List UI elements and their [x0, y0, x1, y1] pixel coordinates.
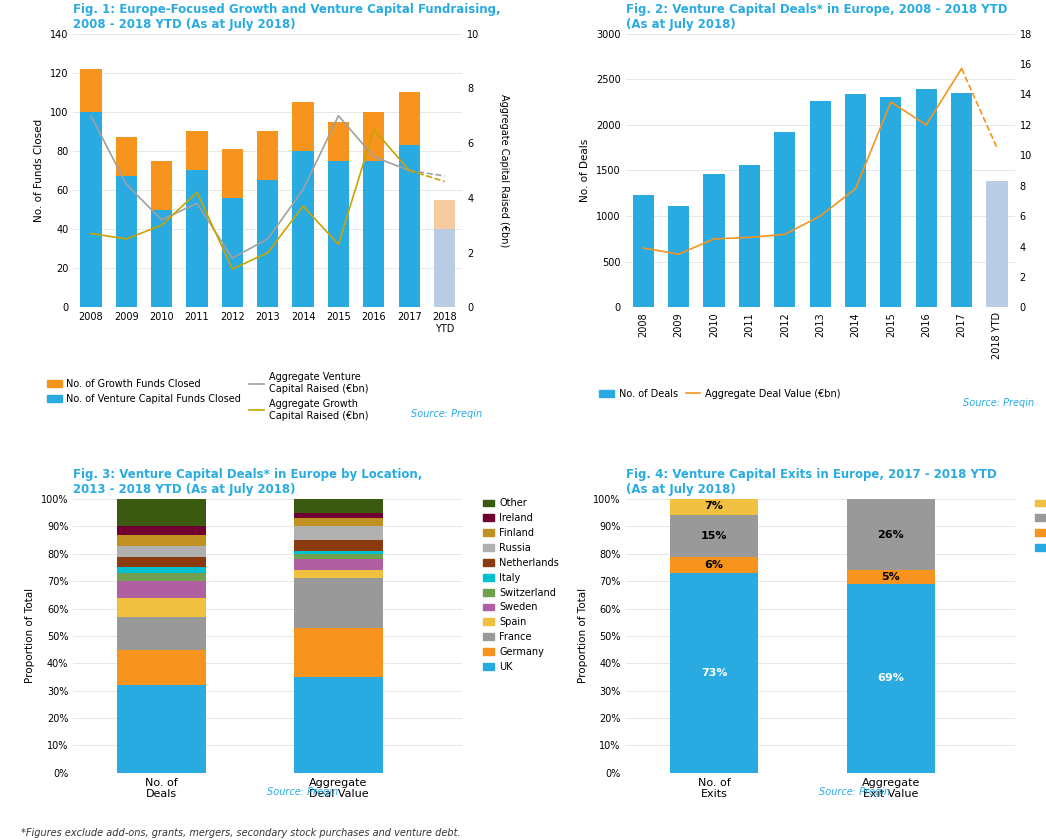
Bar [294, 527, 383, 540]
Text: Fig. 2: Venture Capital Deals* in Europe, 2008 - 2018 YTD
(As at July 2018): Fig. 2: Venture Capital Deals* in Europe… [626, 3, 1007, 31]
Bar [294, 570, 383, 579]
Bar [294, 627, 383, 677]
Bar [881, 97, 902, 307]
Text: Fig. 3: Venture Capital Deals* in Europe by Location,
2013 - 2018 YTD (As at Jul: Fig. 3: Venture Capital Deals* in Europe… [73, 469, 423, 496]
Bar [117, 685, 206, 773]
Y-axis label: No. of Funds Closed: No. of Funds Closed [35, 119, 44, 222]
Bar [117, 527, 206, 534]
Text: *Figures exclude add-ons, grants, mergers, secondary stock purchases and venture: *Figures exclude add-ons, grants, merger… [21, 827, 460, 837]
Legend: No. of Growth Funds Closed, No. of Venture Capital Funds Closed, Aggregate Ventu: No. of Growth Funds Closed, No. of Ventu… [47, 372, 368, 421]
Bar [951, 93, 972, 307]
Bar [117, 499, 206, 527]
Bar [703, 174, 725, 307]
Y-axis label: Proportion of Total: Proportion of Total [25, 588, 36, 684]
Bar [116, 137, 137, 176]
Bar [117, 557, 206, 568]
Text: 26%: 26% [878, 529, 904, 539]
Y-axis label: No. of Deals: No. of Deals [581, 139, 590, 202]
Y-axis label: Proportion of Total: Proportion of Total [577, 588, 588, 684]
Text: 69%: 69% [878, 674, 905, 684]
Bar [363, 160, 385, 307]
Bar [363, 112, 385, 160]
Text: 7%: 7% [705, 501, 724, 511]
Bar [327, 122, 349, 160]
Text: Fig. 4: Venture Capital Exits in Europe, 2017 - 2018 YTD
(As at July 2018): Fig. 4: Venture Capital Exits in Europe,… [626, 469, 997, 496]
Bar [186, 131, 207, 171]
Bar [294, 540, 383, 551]
Bar [669, 557, 758, 573]
Bar [434, 229, 455, 307]
Bar [399, 145, 419, 307]
Bar [257, 181, 278, 307]
Text: 6%: 6% [705, 559, 724, 570]
Bar [81, 69, 101, 112]
Bar [151, 160, 173, 210]
Bar [294, 518, 383, 527]
Bar [117, 649, 206, 685]
Bar [186, 171, 207, 307]
Bar [669, 516, 758, 557]
Legend: No. of Deals, Aggregate Deal Value (€bn): No. of Deals, Aggregate Deal Value (€bn) [599, 389, 841, 399]
Text: Source: Preqin: Source: Preqin [410, 409, 481, 419]
Bar [294, 499, 383, 512]
Bar [117, 573, 206, 581]
Bar [633, 195, 654, 307]
Bar [257, 131, 278, 181]
Bar [151, 210, 173, 307]
Bar [294, 677, 383, 773]
Text: Fig. 1: Europe-Focused Growth and Venture Capital Fundraising,
2008 - 2018 YTD (: Fig. 1: Europe-Focused Growth and Ventur… [73, 3, 501, 31]
Text: Source: Preqin: Source: Preqin [267, 787, 338, 796]
Text: 15%: 15% [701, 531, 727, 541]
Bar [669, 573, 758, 773]
Text: 73%: 73% [701, 668, 727, 678]
Bar [294, 579, 383, 627]
Bar [738, 165, 760, 307]
Bar [399, 92, 419, 145]
Bar [846, 499, 935, 570]
Bar [294, 551, 383, 554]
Y-axis label: Aggregate Capital Raised (€bn): Aggregate Capital Raised (€bn) [499, 94, 508, 247]
Bar [327, 160, 349, 307]
Text: Source: Preqin: Source: Preqin [819, 787, 890, 796]
Bar [915, 89, 937, 307]
Text: Source: Preqin: Source: Preqin [963, 398, 1034, 408]
Bar [810, 101, 831, 307]
Bar [846, 570, 935, 584]
Bar [117, 581, 206, 597]
Legend: Other, Ireland, Finland, Russia, Netherlands, Italy, Switzerland, Sweden, Spain,: Other, Ireland, Finland, Russia, Netherl… [482, 498, 559, 672]
Bar [222, 198, 243, 307]
Bar [294, 554, 383, 559]
Bar [81, 112, 101, 307]
Bar [293, 151, 314, 307]
Bar [846, 584, 935, 773]
Bar [117, 617, 206, 649]
Bar [434, 200, 455, 229]
Bar [668, 206, 689, 307]
Bar [294, 559, 383, 570]
Bar [117, 568, 206, 573]
Bar [117, 597, 206, 617]
Bar [117, 534, 206, 545]
Bar [293, 102, 314, 151]
Bar [222, 149, 243, 198]
Legend: Write-off, IPO & Follow-on, Sale to GP, Trade Sale: Write-off, IPO & Follow-on, Sale to GP, … [1036, 498, 1046, 553]
Bar [774, 132, 795, 307]
Text: 5%: 5% [882, 572, 901, 582]
Bar [294, 512, 383, 518]
Bar [669, 496, 758, 516]
Bar [845, 94, 866, 307]
Bar [116, 176, 137, 307]
Bar [986, 181, 1007, 307]
Bar [117, 545, 206, 557]
